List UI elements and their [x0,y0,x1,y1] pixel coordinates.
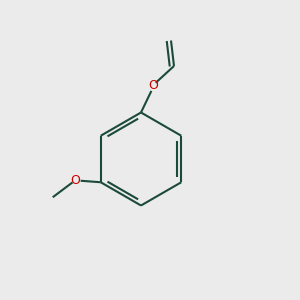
Text: O: O [70,174,80,187]
Text: O: O [148,79,158,92]
